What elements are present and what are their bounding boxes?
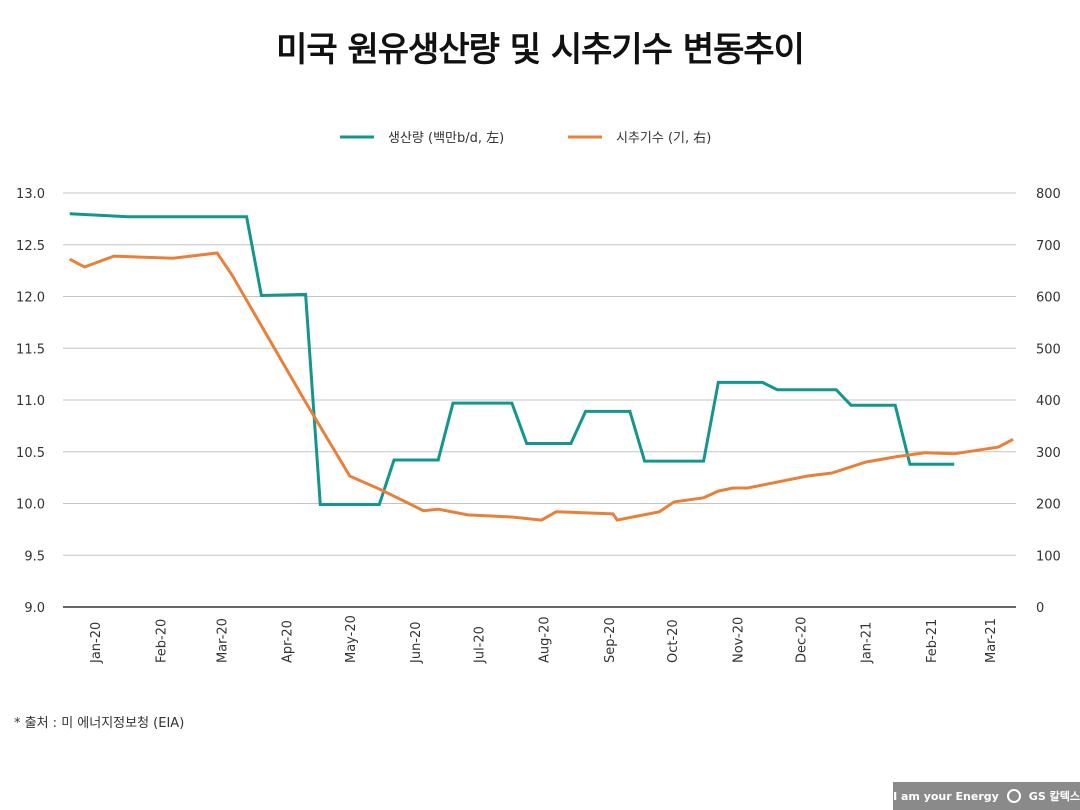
y-left-tick-label: 12.0 (16, 291, 45, 306)
y-right-tick-label: 100 (1036, 549, 1061, 564)
x-tick-label: Oct-20 (666, 619, 681, 663)
x-tick-label: Dec-20 (794, 617, 809, 663)
x-tick-label: Mar-21 (984, 618, 999, 663)
y-right-tick-label: 800 (1036, 187, 1061, 202)
chart-title: 미국 원유생산량 및 시추기수 변동추이 (276, 30, 805, 70)
source-note: * 출처 : 미 에너지정보청 (EIA) (14, 716, 185, 731)
series-line-production (69, 212, 955, 506)
y-left-tick-label: 11.5 (16, 342, 45, 357)
x-tick-label: Mar-20 (215, 618, 230, 663)
x-tick-label: Jan-21 (860, 622, 875, 664)
x-tick-label: May-20 (344, 615, 359, 663)
x-tick-label: Sep-20 (603, 617, 618, 663)
x-tick-label: Apr-20 (281, 620, 296, 663)
logo-slogan: I am your Energy (893, 789, 999, 803)
y-right-tick-label: 600 (1036, 291, 1061, 306)
y-right-tick-label: 700 (1036, 239, 1061, 254)
gs-logo-icon (1006, 789, 1021, 803)
x-tick-label: Feb-21 (925, 619, 940, 663)
y-left-tick-label: 12.5 (16, 239, 45, 254)
x-tick-label: Jul-20 (472, 626, 487, 664)
y-left-tick-label: 13.0 (16, 187, 45, 202)
y-left-tick-label: 10.5 (16, 446, 45, 461)
x-tick-label: Nov-20 (731, 617, 746, 663)
y-right-tick-label: 300 (1036, 446, 1061, 461)
legend-label: 시추기수 (기, 右) (616, 131, 711, 146)
y-right-tick-label: 200 (1036, 498, 1061, 513)
logo-brand: GS 칼텍스 (1028, 790, 1080, 803)
x-tick-label: Jun-20 (409, 621, 424, 664)
y-right-tick-label: 400 (1036, 394, 1061, 409)
y-left-tick-label: 9.0 (24, 601, 45, 616)
brand-logo: I am your Energy GS 칼텍스 (893, 782, 1080, 810)
x-tick-label: Feb-20 (154, 619, 169, 663)
y-right-tick-label: 0 (1036, 601, 1044, 616)
y-left-tick-label: 10.0 (16, 498, 45, 513)
x-tick-label: Aug-20 (538, 616, 553, 663)
y-left-tick-label: 11.0 (16, 394, 45, 409)
legend-label: 생산량 (백만b/d, 左) (388, 131, 504, 146)
x-tick-label: Jan-20 (89, 622, 104, 664)
y-left-tick-label: 9.5 (24, 549, 45, 564)
series-line-rig-count (69, 251, 1014, 522)
y-right-tick-label: 500 (1036, 342, 1061, 357)
